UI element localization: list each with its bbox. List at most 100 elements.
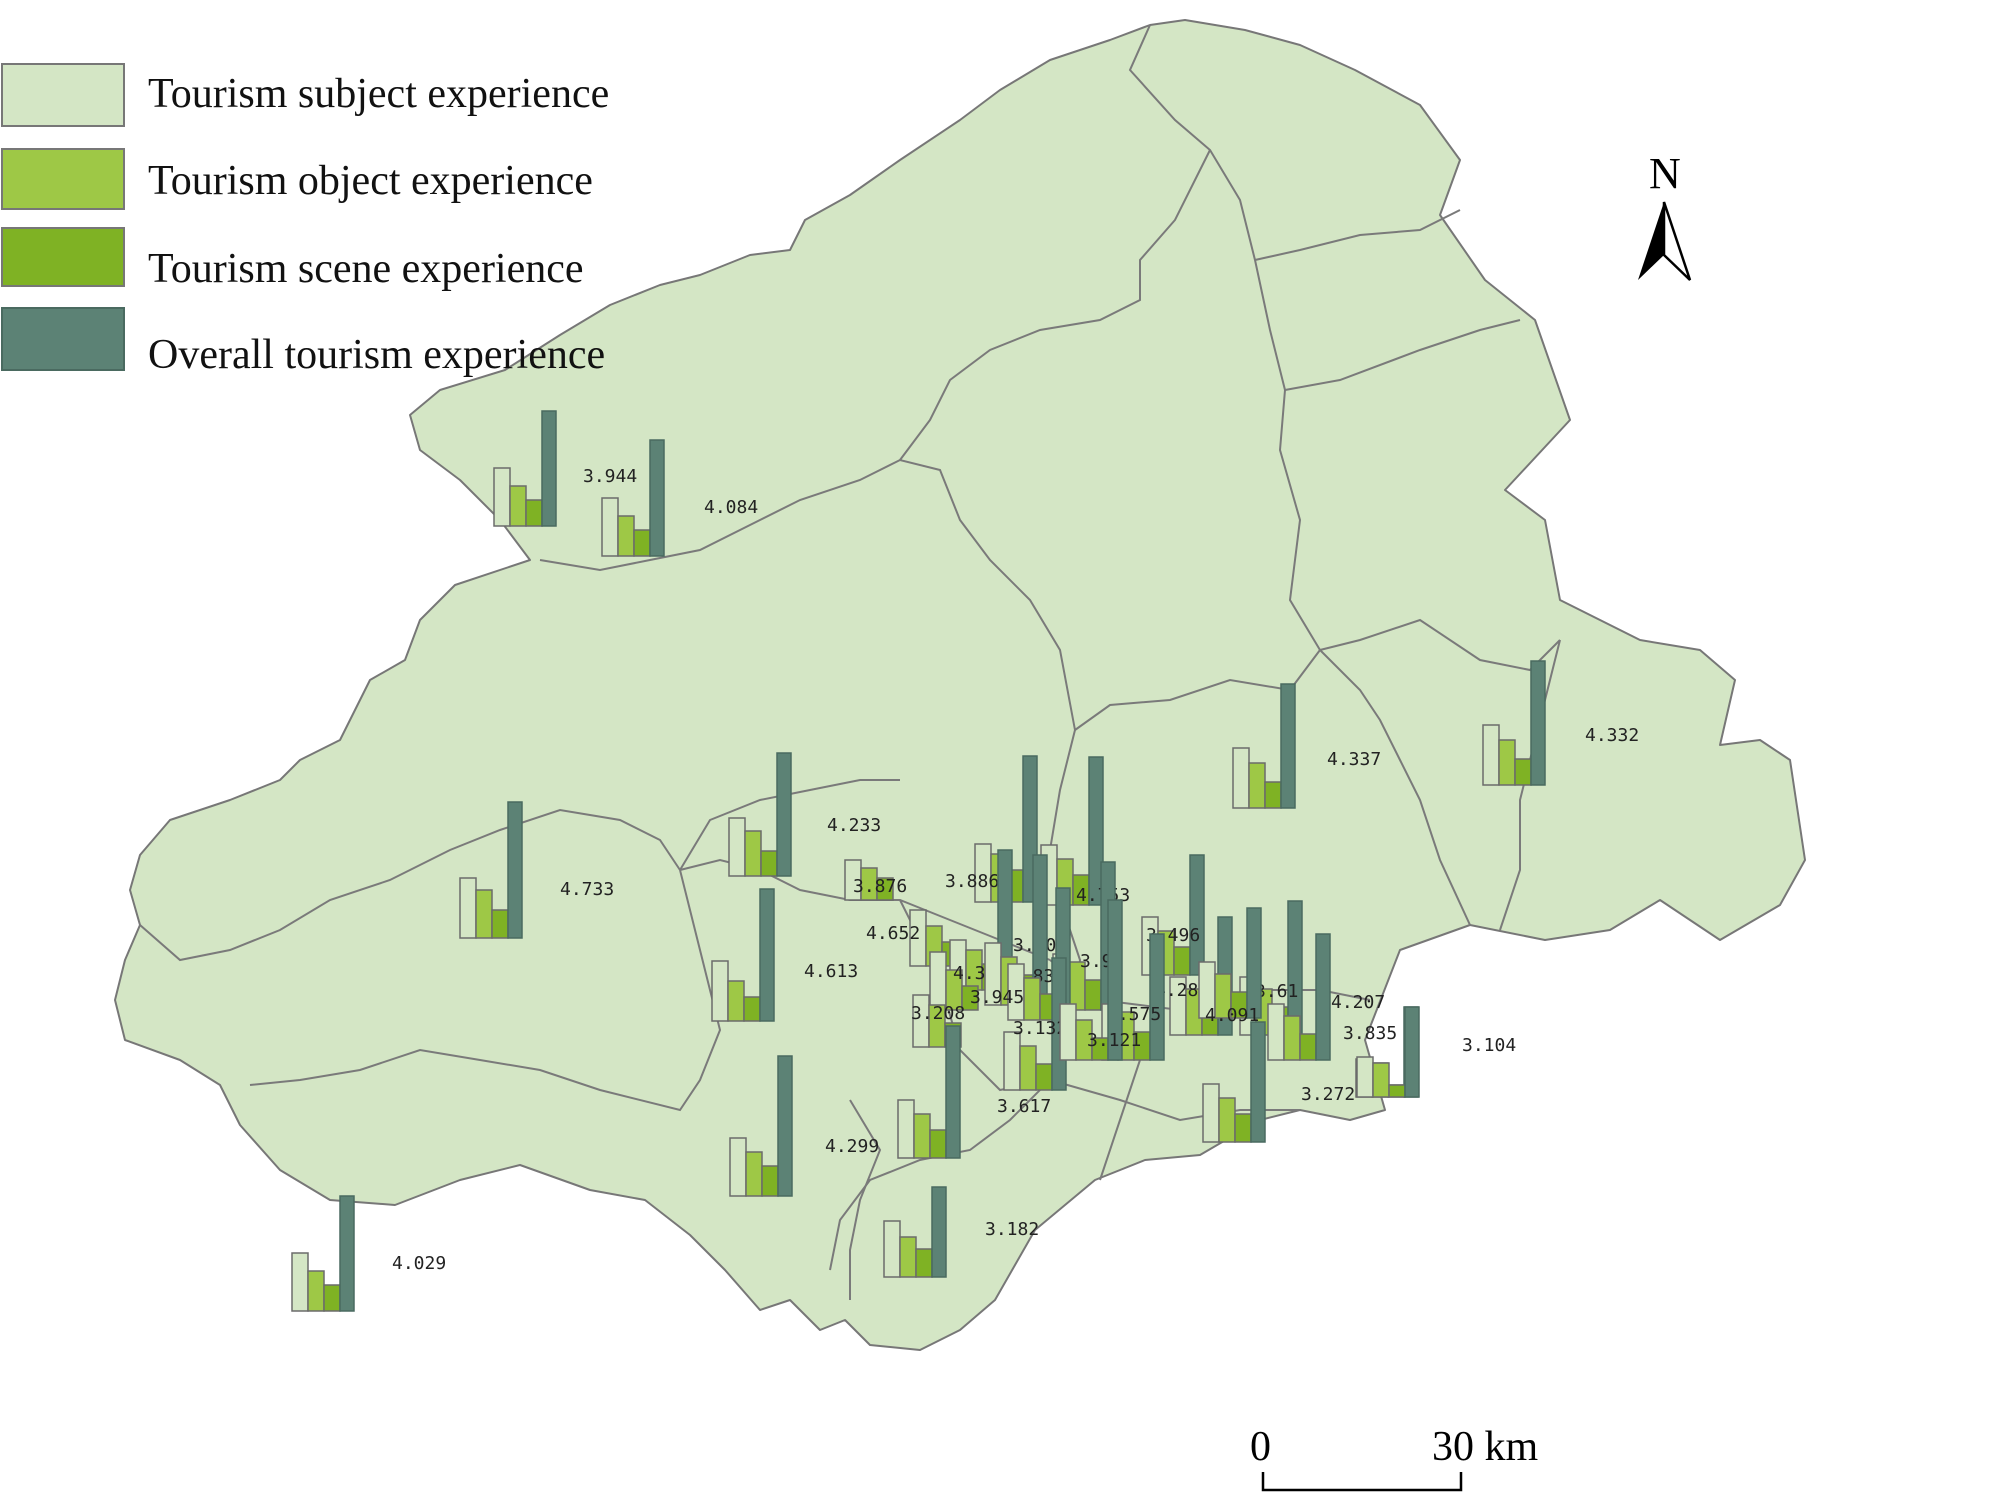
value-label: 4.613	[804, 961, 858, 982]
bar-object	[1218, 1097, 1236, 1143]
value-label: 4.233	[827, 815, 881, 836]
bar-object	[509, 485, 527, 527]
bar-subject	[711, 960, 729, 1022]
bar-scene	[1264, 781, 1282, 809]
bar-cluster: 4.233	[728, 752, 881, 877]
bar-cluster: 3.272	[1202, 1021, 1355, 1143]
bar-cluster: 3.617	[897, 1025, 1051, 1159]
bar-overall	[507, 801, 523, 939]
bar-scene	[876, 877, 894, 901]
value-label: 3.208	[911, 1003, 965, 1024]
bar-scene	[1035, 1063, 1053, 1091]
value-label: 3.876	[853, 876, 907, 897]
value-label: 4.207	[1331, 992, 1385, 1013]
bar-scene	[760, 850, 778, 877]
bar-scene	[1299, 1033, 1317, 1061]
bar-subject	[929, 951, 947, 1011]
bar-scene	[1173, 946, 1191, 976]
value-label: 4.084	[704, 497, 758, 518]
bar-cluster: 4.733	[459, 801, 614, 939]
bar-overall	[776, 752, 792, 877]
bar-object	[1248, 762, 1266, 809]
bar-overall	[1088, 756, 1104, 906]
legend-swatch-subject	[1, 63, 125, 127]
bar-clusters: 3.944 4.084 4.337 4.332 4.233 4.733 3.876 3.886…	[291, 410, 1639, 1312]
bar-overall	[541, 410, 557, 527]
bar-overall	[649, 439, 665, 557]
value-label: 4.332	[1585, 725, 1639, 746]
value-label: 4.733	[560, 879, 614, 900]
bar-subject	[291, 1252, 309, 1312]
bar-object	[727, 980, 745, 1022]
value-label: 3.132	[1013, 1018, 1067, 1039]
bar-subject	[1232, 747, 1250, 809]
value-label: 3.945	[970, 987, 1024, 1008]
bar-cluster: 4.084	[601, 439, 758, 557]
bar-subject	[883, 1220, 901, 1278]
bar-cluster: 4.332	[1482, 660, 1639, 786]
bar-scene	[1234, 1113, 1252, 1143]
value-label: 4.652	[866, 923, 920, 944]
bar-object	[913, 1113, 931, 1159]
legend: Tourism subject experience Tourism objec…	[1, 63, 609, 378]
value-label: 3.61	[1255, 981, 1298, 1002]
bar-scene	[761, 1165, 779, 1197]
bar-cluster: 4.613	[711, 888, 858, 1022]
legend-swatch-overall	[1, 307, 125, 371]
value-label: 3.617	[997, 1096, 1051, 1117]
scale-end-label: 30 km	[1432, 1424, 1539, 1470]
north-label: N	[1649, 149, 1681, 198]
bar-overall	[1250, 1021, 1266, 1143]
bar-cluster: 4.091	[1198, 907, 1262, 1026]
bar-overall	[777, 1055, 793, 1197]
value-label: 4.337	[1327, 749, 1381, 770]
bar-overall	[1315, 933, 1331, 1061]
value-label: 3.121	[1087, 1030, 1141, 1051]
bar-cluster: 3.104	[1356, 1006, 1516, 1098]
bar-subject	[459, 877, 477, 939]
bar-subject	[1267, 1003, 1285, 1061]
value-label: 3.182	[985, 1219, 1039, 1240]
bar-object	[307, 1270, 325, 1312]
bar-overall	[1246, 907, 1262, 1019]
bar-subject	[1482, 724, 1500, 786]
bar-object	[745, 1151, 763, 1197]
scale-start-label: 0	[1250, 1424, 1271, 1470]
bar-object	[475, 889, 493, 939]
bar-object	[1283, 1015, 1301, 1061]
bar-scene	[633, 529, 651, 557]
legend-swatch-scene	[1, 227, 125, 287]
bar-subject	[897, 1099, 915, 1159]
bar-scene	[491, 909, 509, 939]
bar-subject	[1003, 1031, 1021, 1091]
legend-label-object: Tourism object experience	[148, 158, 593, 204]
value-label: 3.272	[1301, 1084, 1355, 1105]
bar-subject	[1356, 1056, 1374, 1098]
bar-object	[744, 830, 762, 877]
legend-label-subject: Tourism subject experience	[148, 71, 609, 117]
bar-cluster: 3.182	[883, 1186, 1039, 1278]
bar-object	[617, 515, 635, 557]
value-label: 3.104	[1462, 1035, 1516, 1056]
bar-overall	[1287, 900, 1303, 1036]
bar-overall	[339, 1195, 355, 1312]
value-label: 3.886	[945, 871, 999, 892]
bar-object	[1498, 739, 1516, 786]
bar-scene	[743, 996, 761, 1022]
bar-subject	[729, 1137, 747, 1197]
bar-subject	[1059, 1003, 1077, 1061]
bar-object	[1372, 1062, 1390, 1098]
map-region	[114, 19, 1806, 1351]
bar-scene	[1084, 979, 1102, 1011]
bar-overall	[945, 1025, 961, 1159]
bar-overall	[1189, 854, 1205, 976]
value-label: 4.029	[392, 1253, 446, 1274]
bar-overall	[1149, 933, 1165, 1061]
value-label: 3.944	[583, 466, 637, 487]
value-label: 4.299	[825, 1136, 879, 1157]
bar-overall	[1530, 660, 1546, 786]
value-label: 3.835	[1343, 1023, 1397, 1044]
bar-overall	[1107, 899, 1123, 1061]
bar-subject	[1202, 1083, 1220, 1143]
